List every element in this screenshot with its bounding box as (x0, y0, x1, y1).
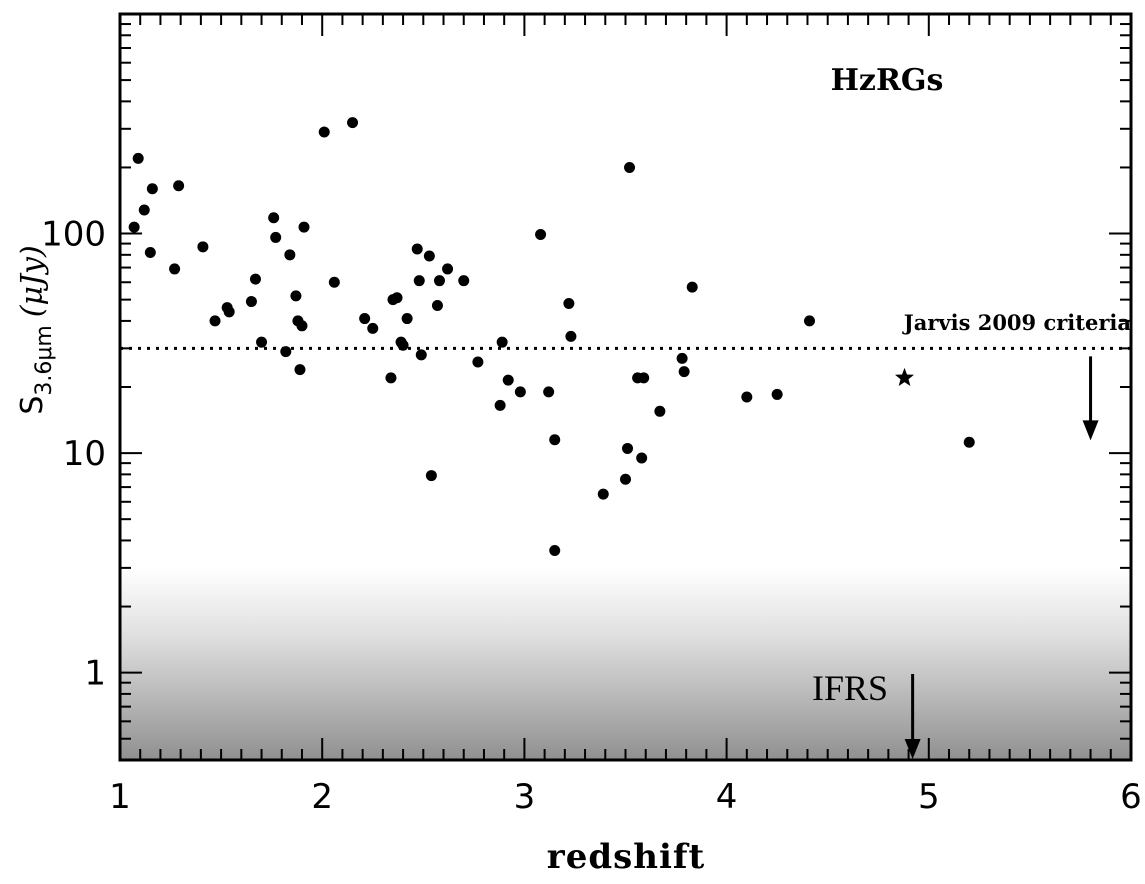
data-point (622, 442, 634, 454)
data-point (494, 399, 506, 411)
group-label: HzRGs (831, 63, 944, 98)
data-point (496, 336, 508, 348)
x-tick-labels: 1 2 3 4 5 6 (109, 777, 1142, 817)
ifrs-arrow (904, 674, 921, 759)
data-point (620, 473, 631, 485)
data-point (296, 320, 308, 332)
data-point (423, 250, 435, 262)
y-tick-label: 100 (41, 215, 106, 255)
data-point (391, 292, 403, 304)
data-point (535, 229, 547, 241)
x-tick-label: 6 (1120, 777, 1142, 817)
y-axis-title-sub: 3.6μm (32, 325, 57, 395)
data-point (514, 386, 526, 398)
y-tick-label: 10 (63, 434, 106, 474)
data-point (565, 330, 577, 342)
data-point (347, 117, 359, 129)
x-axis-title: redshift (547, 837, 705, 877)
data-point (245, 296, 257, 308)
ifrs-shaded-region (120, 567, 1131, 760)
data-point (270, 231, 282, 243)
data-point (654, 405, 666, 417)
data-point (686, 281, 698, 293)
x-tick-label: 3 (514, 777, 536, 817)
criteria-arrow-head (1082, 420, 1099, 441)
data-point (132, 152, 144, 164)
data-point (597, 488, 609, 500)
data-point (268, 212, 280, 224)
y-axis-title-main: S (15, 396, 50, 415)
data-point (197, 241, 209, 253)
data-point (442, 263, 454, 275)
data-point (624, 161, 636, 173)
data-point (359, 313, 371, 325)
data-point (146, 183, 158, 195)
data-point (173, 180, 185, 192)
data-point (298, 221, 310, 233)
data-point (543, 386, 555, 398)
data-point (458, 275, 470, 287)
y-axis-title-unit: (μJy) (15, 245, 50, 317)
data-point (169, 263, 181, 275)
x-tick-label: 5 (918, 777, 940, 817)
data-point (367, 322, 379, 334)
data-point (502, 374, 514, 386)
data-point (413, 275, 425, 287)
ifrs-label: IFRS (812, 668, 888, 708)
data-point (411, 243, 423, 255)
data-point (771, 388, 783, 400)
data-point (963, 436, 975, 448)
data-point (563, 298, 575, 310)
data-point (294, 364, 306, 376)
data-point (284, 249, 296, 261)
data-point (144, 246, 156, 258)
data-point (290, 290, 302, 302)
data-point (678, 366, 690, 378)
x-tick-label: 2 (311, 777, 333, 817)
data-point (401, 313, 413, 325)
criteria-label: Jarvis 2009 criteria (902, 310, 1132, 335)
data-point (549, 434, 561, 446)
plot-frame (118, 12, 1133, 762)
data-point (415, 349, 427, 361)
y-axis-title: S3.6μm (μJy) (15, 245, 57, 414)
data-point (636, 452, 648, 464)
data-points (128, 117, 975, 557)
data-point (318, 126, 330, 138)
star-point (895, 367, 914, 386)
data-point (256, 336, 268, 348)
ifrs-arrow-head (904, 739, 921, 759)
data-point (472, 356, 484, 368)
data-point (804, 315, 816, 327)
data-point (741, 391, 753, 403)
data-point (209, 315, 221, 327)
data-point (249, 273, 261, 285)
data-point (138, 204, 150, 216)
data-point (431, 300, 443, 312)
data-point (385, 372, 397, 384)
data-point (638, 372, 650, 384)
data-point (328, 276, 340, 288)
y-tick-label: 1 (84, 654, 106, 694)
data-point (280, 346, 292, 358)
data-point (128, 221, 140, 233)
x-tick-label: 4 (716, 777, 738, 817)
data-point (433, 275, 445, 287)
data-point (223, 306, 235, 318)
data-point (676, 352, 688, 364)
criteria-arrow (1082, 356, 1099, 441)
y-tick-labels: 1 10 100 (41, 215, 106, 694)
data-point (425, 470, 437, 482)
data-point (549, 545, 561, 557)
x-tick-label: 1 (109, 777, 131, 817)
